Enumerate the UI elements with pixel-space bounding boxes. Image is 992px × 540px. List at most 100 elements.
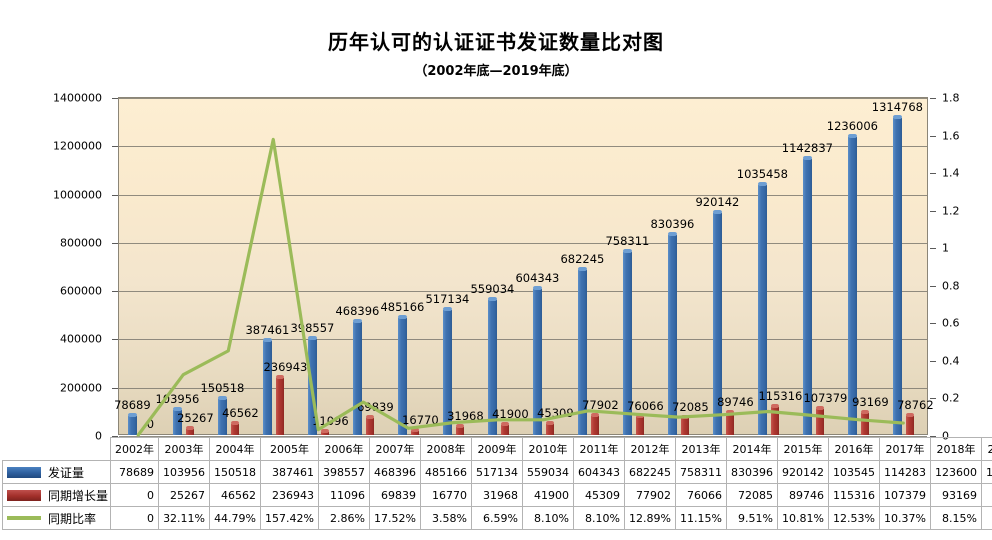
bar-top-cap [725, 410, 735, 415]
table-cell-rate: 8.10% [572, 506, 625, 530]
data-table: 2002年 2003年 2004年 2005年 2006年 2007年 2008年 2009年… [1, 437, 992, 530]
bar-issued[interactable] [442, 307, 452, 435]
table-cell-rate: 10.37% [878, 506, 931, 530]
bar-growth[interactable] [230, 420, 240, 435]
data-label-issued: 150518 [200, 380, 245, 395]
data-label-growth: 25267 [177, 410, 214, 425]
rate-line[interactable] [136, 137, 905, 437]
table-cell-growth: 107379 [878, 483, 931, 507]
gridline [119, 98, 927, 99]
secondary-axis-tick-label: 0.4 [942, 354, 960, 368]
gridline [119, 242, 927, 244]
bar-top-cap [712, 209, 722, 214]
table-cell-rate: 157.42% [260, 506, 319, 530]
legend-swatch-red-icon [7, 489, 41, 501]
bar-issued[interactable] [397, 314, 407, 435]
bar-growth[interactable] [455, 424, 465, 435]
bar-growth[interactable] [275, 374, 285, 435]
legend-label: 发证量 [48, 465, 85, 480]
bar-issued[interactable] [577, 267, 587, 435]
bar-issued[interactable] [217, 395, 227, 435]
legend-entry-rate[interactable]: 同期比率 [1, 506, 112, 530]
primary-axis-tick-mark [112, 194, 118, 196]
legend-entry-growth[interactable]: 同期增长量 [1, 483, 112, 507]
secondary-axis-tick-mark [930, 98, 936, 99]
secondary-axis-tick-mark [930, 436, 936, 437]
data-label-issued: 1236006 [826, 118, 878, 133]
table-cell-growth: 93169 [929, 483, 982, 507]
table-corner-blank [3, 438, 111, 461]
bar-top-cap [455, 424, 465, 429]
table-cell-growth: 76066 [674, 483, 727, 507]
bar-growth[interactable] [185, 425, 195, 435]
table-cell-rate: 17.52% [368, 506, 421, 530]
bar-issued[interactable] [172, 406, 182, 435]
table-cell-rate: 2.86% [317, 506, 370, 530]
primary-axis-tick-label: 600000 [60, 284, 102, 298]
bar-growth[interactable] [365, 415, 375, 435]
bar-issued[interactable] [667, 231, 677, 435]
data-label-growth: 46562 [222, 405, 259, 420]
bar-group: 758311 76066 [605, 97, 664, 435]
bar-group: 468396 69839 [335, 97, 394, 435]
data-label-growth: 76066 [627, 398, 664, 413]
data-label-issued: 920142 [695, 194, 740, 209]
bar-top-cap [545, 421, 555, 426]
secondary-axis-tick-label: 0.2 [942, 391, 960, 405]
bar-growth[interactable] [500, 421, 510, 435]
data-label-issued: 1314768 [871, 99, 923, 114]
bar-issued[interactable] [127, 413, 137, 435]
bar-group: 1142837 107379 [782, 97, 847, 435]
bar-top-cap [905, 413, 915, 417]
bar-growth[interactable] [320, 429, 330, 435]
bar-growth[interactable] [860, 409, 870, 435]
secondary-axis-tick-mark [930, 135, 936, 137]
bar-issued[interactable] [352, 318, 362, 435]
bar-growth[interactable] [725, 410, 735, 435]
bar-growth[interactable] [410, 427, 420, 435]
primary-axis-tick-label: 800000 [60, 236, 102, 250]
bar-top-cap [590, 413, 600, 418]
table-cell-growth: 0 [110, 483, 160, 507]
secondary-axis-tick-mark [930, 285, 936, 287]
bar-top-cap [487, 297, 497, 302]
bar-top-cap [892, 114, 902, 119]
bar-issued[interactable] [487, 297, 497, 435]
primary-axis-tick-mark [112, 339, 118, 341]
data-label-growth: 72085 [672, 399, 709, 414]
legend-entry-issued[interactable]: 发证量 [1, 460, 112, 484]
bar-issued[interactable] [712, 209, 722, 435]
data-label-issued: 517134 [425, 292, 470, 307]
data-label-growth: 78762 [897, 398, 934, 412]
legend-label: 同期增长量 [48, 488, 109, 503]
bar-growth[interactable] [590, 413, 600, 435]
bar-issued[interactable] [262, 338, 272, 435]
bar-issued[interactable] [757, 182, 767, 435]
table-column-header: 2013年 [674, 437, 727, 461]
bar-issued[interactable] [532, 286, 542, 435]
table-cell-issued: 682245 [623, 460, 676, 484]
bar-growth[interactable] [770, 404, 780, 435]
bar-issued[interactable] [847, 133, 857, 435]
bar-growth[interactable] [545, 421, 555, 435]
secondary-axis-tick-mark [930, 398, 936, 400]
bar-top-cap [860, 409, 870, 414]
table-column-header: 2014年 [725, 437, 778, 461]
legend-label: 同期比率 [48, 511, 97, 526]
bar-issued[interactable] [622, 248, 632, 435]
bar-group: 387461 236943 [245, 97, 307, 435]
table-cell-growth: 72085 [725, 483, 778, 507]
bar-growth[interactable] [815, 406, 825, 435]
table-cell-rate: 12.53% [827, 506, 880, 530]
bar-issued[interactable] [802, 156, 812, 435]
table-column-header: 2017年 [878, 437, 931, 461]
table-cell-issued: 920142 [776, 460, 829, 484]
bar-issued[interactable] [892, 114, 902, 435]
bar-top-cap [847, 133, 857, 138]
table-cell-growth: 25267 [158, 483, 211, 507]
primary-axis-tick-label: 200000 [60, 381, 102, 395]
bar-growth[interactable] [905, 413, 915, 435]
table-cell-growth: 69839 [368, 483, 421, 507]
secondary-axis-tick-mark [930, 210, 936, 212]
data-label-issued: 468396 [335, 303, 380, 318]
